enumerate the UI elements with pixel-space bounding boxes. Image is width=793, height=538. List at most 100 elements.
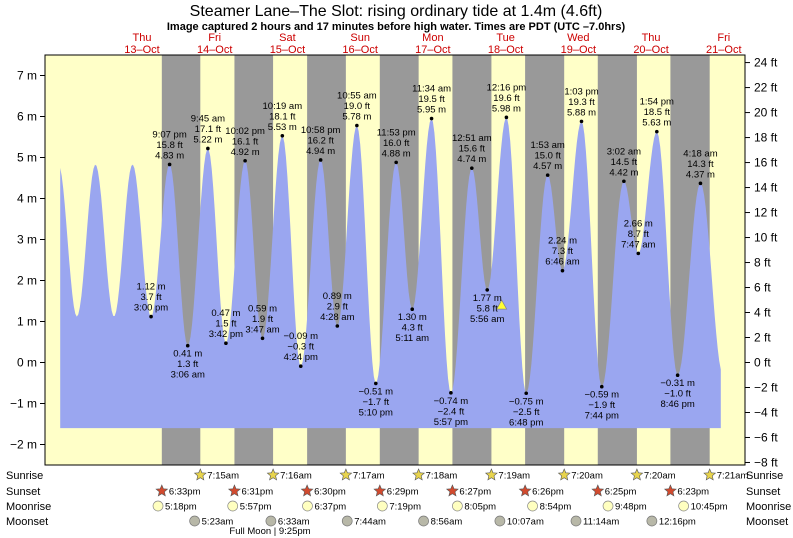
sunrise-time: 7:17am [353, 471, 385, 482]
day-date: 14–Oct [197, 44, 232, 56]
row-label-left: Moonset [6, 516, 48, 528]
sun-star-icon [193, 468, 207, 481]
moonrise-time: 8:05pm [464, 502, 496, 513]
tide-label: 16.1 ft [232, 136, 259, 147]
plot-frame [44, 54, 746, 466]
right-tick-label: 22 ft [754, 81, 778, 95]
tide-label: 9:07 pm [152, 129, 186, 140]
tide-label: −0.59 m [584, 390, 619, 401]
tide-label: 4.83 m [155, 150, 184, 161]
sun-star-icon [557, 468, 571, 481]
tide-label: −0.09 m [283, 331, 318, 342]
tide-point [224, 341, 228, 346]
tide-point [149, 314, 153, 319]
right-tick-label: 18 ft [754, 131, 778, 145]
sun-star-icon [484, 468, 498, 481]
tide-point [355, 123, 359, 128]
tide-point [410, 307, 415, 312]
tide-label: 4.92 m [231, 147, 260, 158]
left-tick-label: 5 m [17, 151, 37, 165]
row-label-right: Sunrise [746, 470, 783, 482]
day-name: Tue [496, 32, 515, 44]
tide-label: 5.95 m [417, 105, 446, 116]
left-tick-label: 2 m [17, 274, 37, 288]
tide-point [167, 162, 172, 167]
tide-label: 9:45 am [191, 113, 225, 124]
tide-label: 8:46 pm [660, 399, 694, 410]
tide-label: 1.3 ft [177, 359, 198, 370]
tide-point [698, 181, 703, 186]
tide-label: 4.74 m [457, 154, 486, 165]
tide-label: 4.37 m [686, 169, 715, 180]
tide-label: 19.6 ft [493, 93, 520, 104]
tide-label: −0.74 m [434, 396, 469, 407]
tide-label: 5.78 m [342, 112, 371, 123]
tide-label: 11:53 pm [377, 127, 416, 138]
day-name: Thu [642, 32, 661, 44]
tide-label: 5.22 m [193, 134, 222, 145]
tide-label: 7.3 ft [552, 246, 573, 257]
tide-label: 1:54 pm [640, 97, 674, 108]
tide-label: 16.2 ft [307, 135, 334, 146]
moon-icon [602, 500, 614, 512]
tide-label: 5:10 pm [359, 407, 393, 418]
tide-label: 3:06 am [171, 370, 205, 381]
sun-star-icon [703, 468, 717, 481]
moonrise-time: 6:37pm [314, 502, 346, 513]
moonrise-time: 8:54pm [540, 502, 572, 513]
day-date: 17–Oct [415, 44, 450, 56]
tide-label: 7:44 pm [585, 411, 619, 422]
tide-label: 3:47 am [245, 324, 279, 335]
tide-point [524, 391, 529, 396]
full-moon-note: Full Moon | 9:25pm [229, 526, 310, 537]
tide-label: 5.88 m [567, 107, 596, 118]
day-name: Fri [208, 32, 221, 44]
chart-subtitle: Image captured 2 hours and 17 minutes be… [167, 21, 626, 33]
left-tick-label: 3 m [17, 233, 37, 247]
sunrise-time: 7:16am [280, 471, 312, 482]
moonset-time: 12:16pm [659, 517, 696, 528]
row-label-right: Sunset [746, 486, 780, 498]
tide-label: 4:24 pm [284, 352, 318, 363]
tide-label: 1:03 pm [564, 86, 598, 97]
sun-star-icon [663, 484, 677, 497]
sunrise-time: 7:19am [498, 471, 530, 482]
tide-label: 6:48 pm [509, 417, 543, 428]
tide-label: 5.98 m [492, 103, 521, 114]
tide-label: 5:56 am [470, 314, 504, 325]
right-tick-label: 6 ft [754, 281, 771, 295]
tide-point [394, 160, 398, 165]
right-tick-label: 24 ft [754, 56, 778, 70]
sunset-time: 6:26pm [532, 487, 564, 498]
tide-label: 10:55 am [337, 91, 377, 102]
water-area [60, 118, 721, 429]
moon-icon [570, 515, 582, 527]
tide-point [636, 251, 641, 256]
moon-icon [189, 515, 200, 527]
sunset-time: 6:33pm [169, 487, 201, 498]
moonset-time: 11:14am [583, 517, 619, 528]
tide-label: 12:51 am [452, 133, 492, 144]
sun-moon-rows: Sunrise Sunset Moonrise Moonset Sunrise Sunse… [6, 468, 791, 537]
moonset-time: 8:56am [431, 517, 463, 528]
tide-label: 0.41 m [173, 349, 202, 360]
left-tick-label: −2 m [10, 438, 37, 452]
sun-star-icon [227, 484, 241, 497]
tide-point [579, 119, 584, 124]
tide-label: 14.5 ft [611, 157, 638, 168]
sunrise-time: 7:21am [717, 471, 749, 482]
tide-label: 10:58 pm [301, 125, 341, 136]
tide-label: 15.6 ft [459, 144, 486, 155]
tide-point [243, 158, 247, 163]
sunset-time: 6:27pm [459, 487, 491, 498]
tide-point [655, 129, 659, 134]
tide-point [280, 133, 285, 138]
day-date: 15–Oct [270, 44, 305, 56]
tide-label: 5:57 pm [434, 417, 468, 428]
sun-star-icon [155, 484, 169, 497]
tide-label: 19.5 ft [418, 94, 445, 105]
tide-label: 4:28 am [320, 312, 354, 323]
left-tick-label: 7 m [17, 69, 37, 83]
current-tide-marker [495, 299, 508, 310]
tide-label: 1.12 m [137, 282, 166, 293]
